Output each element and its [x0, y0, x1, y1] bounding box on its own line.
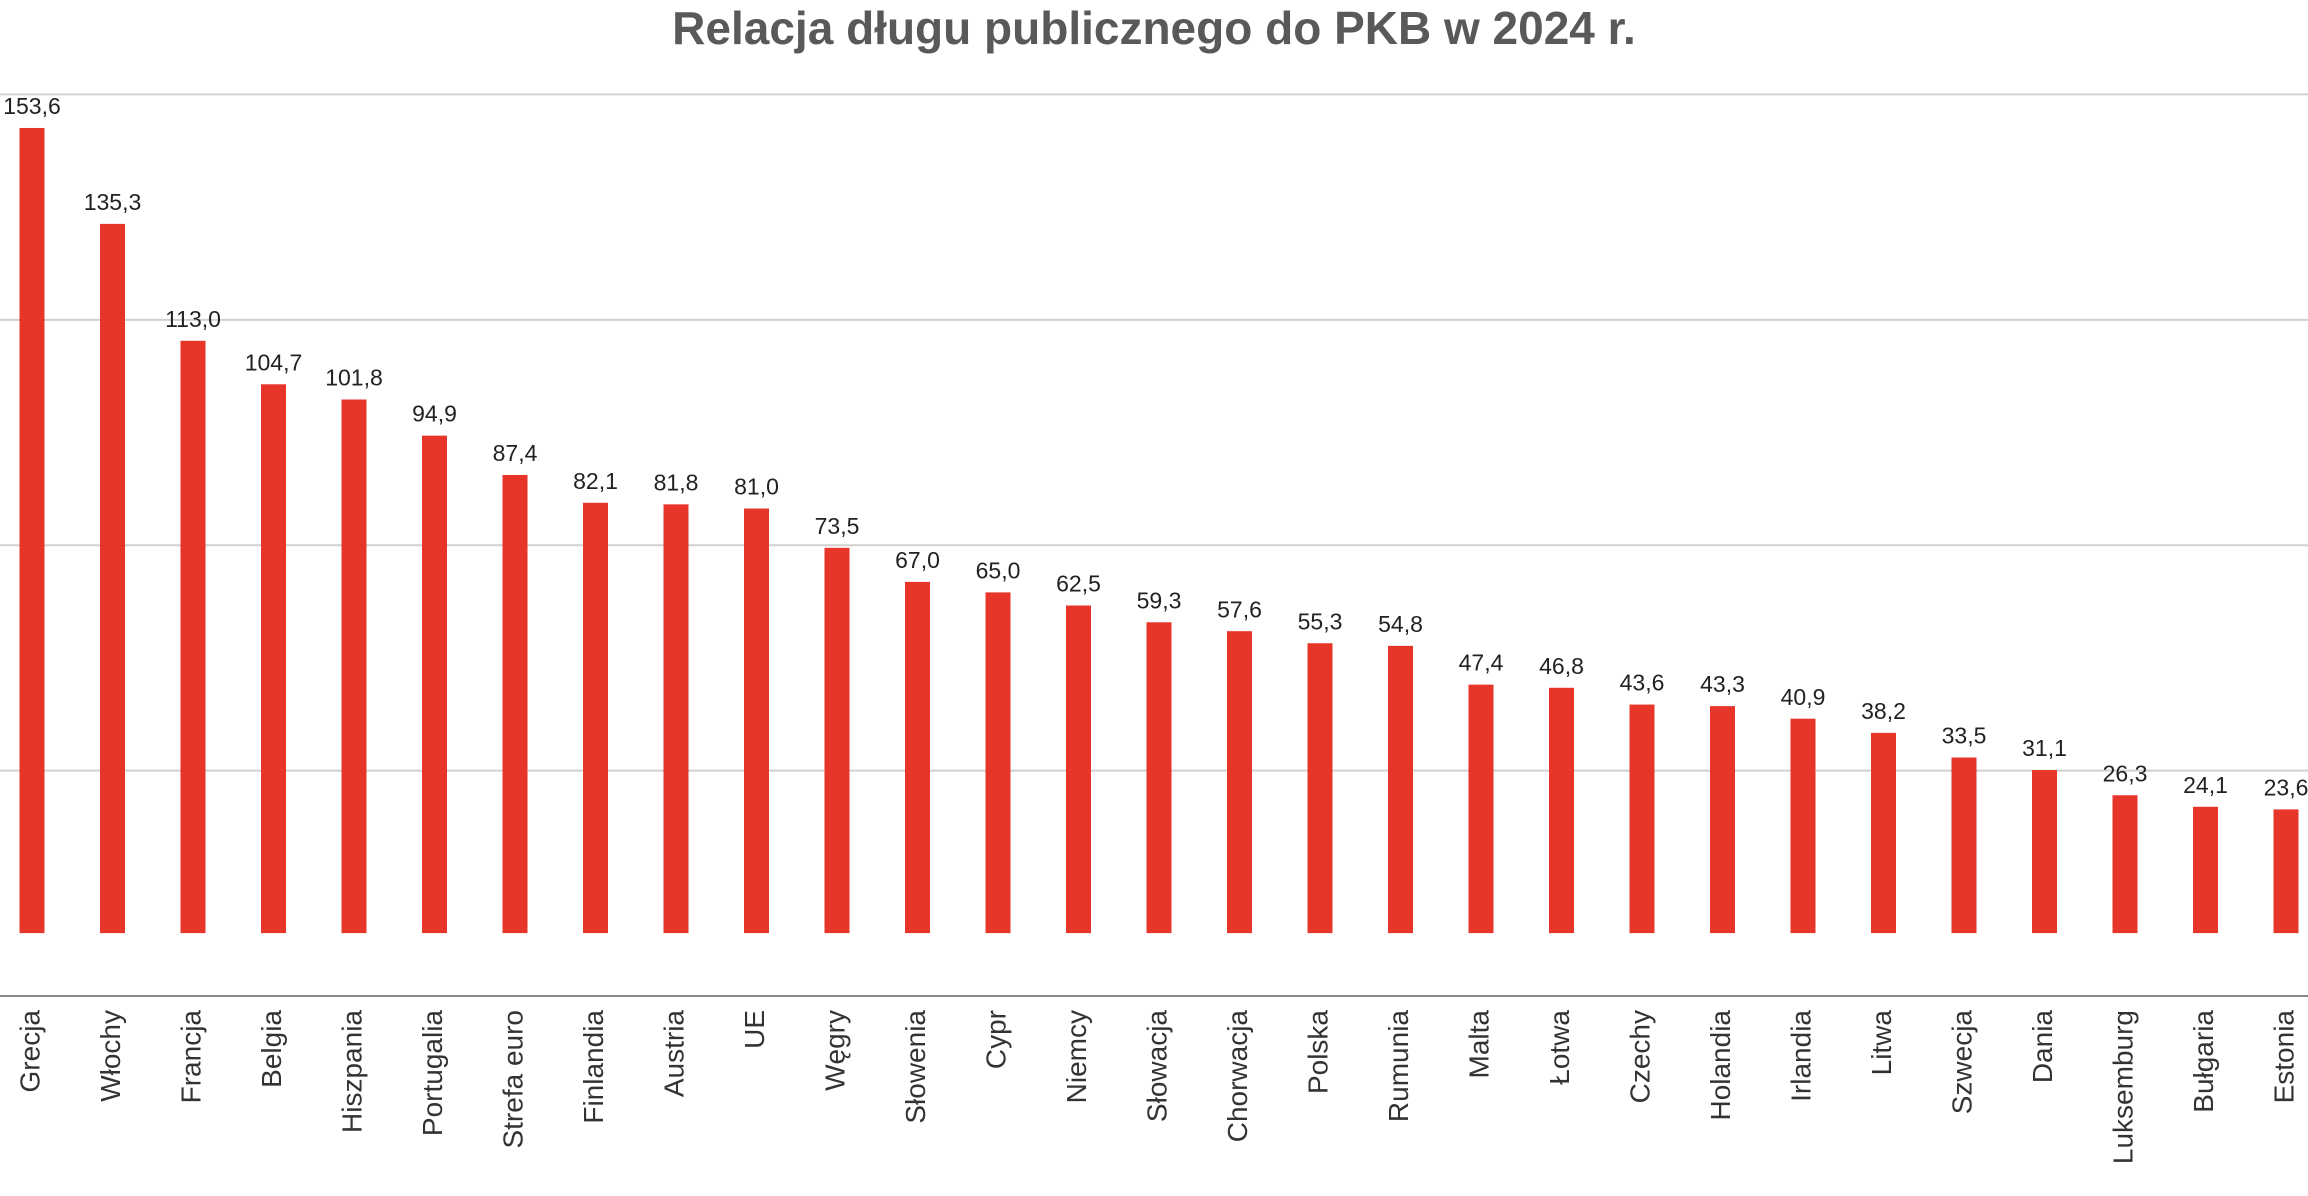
value-label: 81,8 [654, 469, 699, 495]
x-tick-label: Holandia [1705, 1010, 1736, 1121]
value-label: 87,4 [493, 440, 538, 466]
x-tick-label: Bułgaria [2188, 1010, 2219, 1113]
value-label: 67,0 [895, 547, 940, 573]
value-label: 46,8 [1539, 653, 1584, 679]
x-tick-label: Czechy [1624, 1010, 1655, 1103]
x-tick-label: UE [739, 1010, 770, 1049]
x-tick-label: Cypr [980, 1010, 1011, 1069]
bar [744, 508, 769, 934]
x-tick-label: Austria [658, 1010, 689, 1098]
bar [100, 223, 125, 934]
x-tick-label: Szwecja [1946, 1010, 1977, 1115]
value-label: 33,5 [1942, 723, 1987, 749]
value-label: 55,3 [1298, 608, 1343, 634]
value-label: 26,3 [2103, 760, 2148, 786]
x-tick-label: Irlandia [1785, 1010, 1816, 1102]
bar [1468, 684, 1494, 934]
value-label: 24,1 [2183, 772, 2228, 798]
value-label: 82,1 [573, 468, 618, 494]
x-tick-label: Niemcy [1061, 1010, 1092, 1103]
value-label: 54,8 [1378, 611, 1423, 637]
bar [2193, 806, 2218, 934]
x-tick-label: Słowacja [1141, 1010, 1172, 1122]
x-tick-label: Hiszpania [336, 1010, 367, 1133]
x-tick-label: Dania [2027, 1010, 2058, 1084]
x-tick-label: Grecja [14, 1010, 45, 1093]
x-tick-label: Słowenia [900, 1010, 931, 1124]
value-label: 43,3 [1700, 671, 1745, 697]
x-tick-label: Finlandia [578, 1010, 609, 1124]
bar [341, 399, 367, 934]
chart-title: Relacja długu publicznego do PKB w 2024 … [672, 2, 1636, 54]
bar [1629, 704, 1655, 934]
x-tick-label: Francja [175, 1010, 206, 1104]
bar [2032, 770, 2057, 934]
x-tick-label: Estonia [2268, 1010, 2299, 1104]
x-tick-label: Włochy [95, 1010, 126, 1102]
bar [19, 127, 45, 934]
value-label: 113,0 [165, 306, 221, 332]
bar [2112, 795, 2138, 934]
value-label: 104,7 [245, 349, 303, 375]
bar [583, 502, 608, 934]
value-label: 65,0 [976, 557, 1021, 583]
x-tick-label: Węgry [819, 1010, 850, 1091]
bar [1871, 732, 1896, 934]
value-label: 81,0 [734, 474, 779, 500]
x-tick-label: Rumunia [1383, 1010, 1414, 1122]
value-label: 23,6 [2264, 774, 2308, 800]
bar [1951, 757, 1977, 934]
value-label: 31,1 [2022, 735, 2067, 761]
bar [422, 435, 447, 934]
value-label: 135,3 [84, 189, 142, 215]
bar [985, 592, 1011, 934]
value-label: 153,6 [3, 93, 61, 119]
value-label: 38,2 [1861, 698, 1906, 724]
x-tick-label: Łotwa [1544, 1010, 1575, 1085]
bar [1066, 605, 1091, 934]
bar [1307, 643, 1333, 934]
bar [502, 474, 528, 934]
x-tick-label: Belgia [256, 1010, 287, 1088]
bar [905, 581, 930, 934]
bar [1146, 622, 1172, 934]
x-tick-label: Chorwacja [1222, 1010, 1253, 1143]
value-label: 57,6 [1217, 596, 1262, 622]
bar [824, 547, 850, 934]
value-label: 62,5 [1056, 571, 1101, 597]
bar [261, 384, 286, 934]
x-tick-label: Malta [1463, 1010, 1494, 1079]
value-label: 94,9 [412, 401, 457, 427]
value-label: 73,5 [815, 513, 860, 539]
bar [1790, 718, 1816, 934]
value-label: 40,9 [1781, 684, 1826, 710]
bar [180, 340, 206, 934]
x-tick-label: Luksemburg [2107, 1010, 2138, 1164]
bar [663, 504, 689, 934]
x-tick-label: Polska [1302, 1010, 1333, 1094]
value-label: 43,6 [1620, 670, 1665, 696]
bar [2273, 809, 2299, 934]
bar [1388, 645, 1413, 934]
bar [1227, 631, 1252, 934]
x-tick-label: Strefa euro [497, 1010, 528, 1149]
bar [1710, 706, 1735, 934]
x-tick-label: Portugalia [417, 1010, 448, 1137]
value-label: 47,4 [1459, 650, 1504, 676]
value-label: 59,3 [1137, 587, 1182, 613]
bar [1549, 687, 1574, 934]
x-tick-label: Litwa [1866, 1010, 1897, 1076]
value-label: 101,8 [325, 365, 383, 391]
